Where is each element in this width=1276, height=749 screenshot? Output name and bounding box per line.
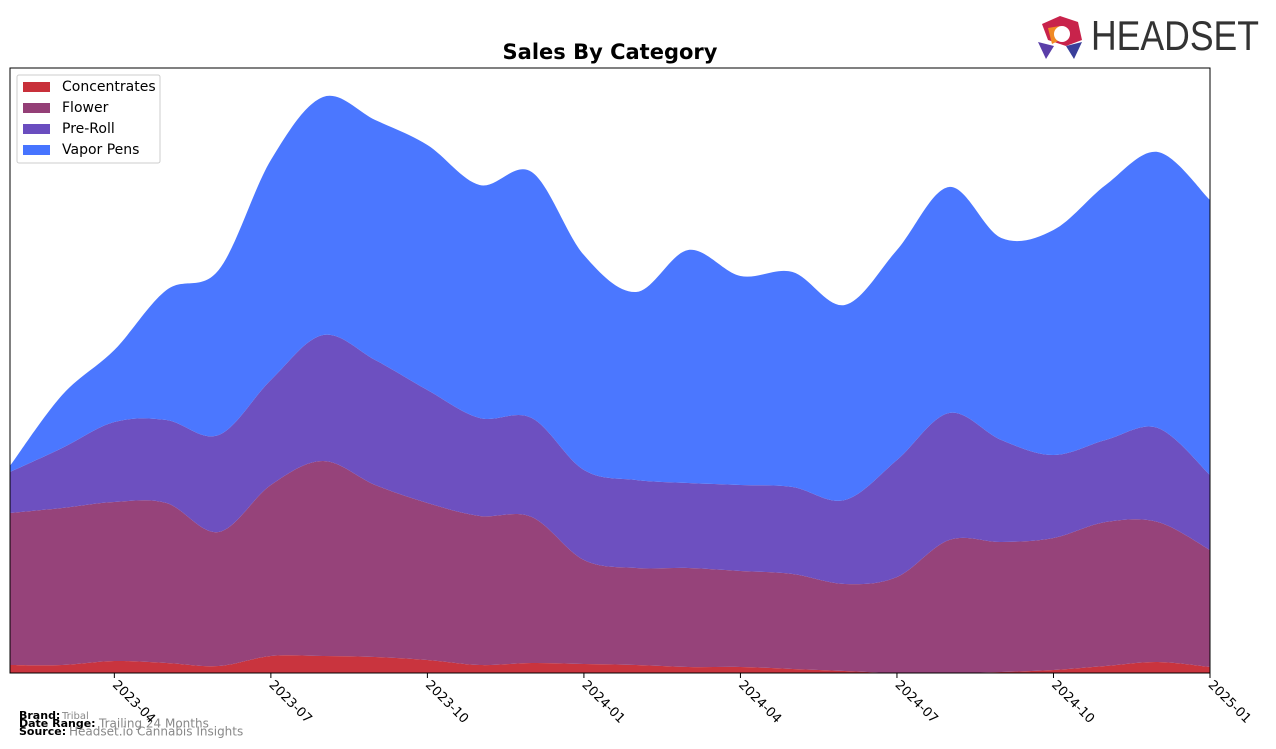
legend: Concentrates Flower Pre-Roll Vapor Pens [16, 74, 161, 164]
footer-value: Tribal [61, 711, 89, 722]
x-tick-label: 2024-07 [892, 678, 941, 727]
x-tick-label: 2024-01 [579, 678, 628, 727]
area [10, 461, 1210, 674]
x-tick-label: 2023-10 [422, 678, 471, 727]
footer-value: Trailing 24 Months [98, 717, 209, 731]
footer-value: Headset.io Cannabis Insights [69, 725, 243, 739]
legend-swatch [23, 124, 50, 134]
plot-area [10, 95, 1210, 674]
area [10, 334, 1210, 585]
legend-label: Concentrates [62, 79, 156, 95]
logo-text: HEADSET [1091, 12, 1259, 59]
legend-label: Pre-Roll [62, 121, 115, 137]
legend-label: Flower [62, 100, 109, 116]
logo: HEADSET [1038, 12, 1259, 59]
x-tick-label: 2024-04 [735, 678, 784, 727]
area [10, 655, 1210, 674]
legend-box [16, 74, 161, 164]
legend-swatch [23, 145, 50, 155]
plot-frame [9, 67, 1211, 674]
logo-icon-part [1066, 42, 1082, 59]
area [10, 95, 1210, 501]
legend-label: Vapor Pens [62, 142, 139, 158]
footer: Brand: Tribal Date Range: Trailing 24 Mo… [19, 709, 243, 739]
legend-swatch [23, 82, 50, 92]
logo-icon-part [1038, 42, 1054, 59]
x-tick-label: 2023-07 [266, 678, 315, 727]
footer-label: Date Range: [19, 717, 96, 730]
footer-label: Brand: [19, 709, 60, 722]
footer-label: Source: [19, 725, 66, 738]
x-tick-label: 2024-10 [1048, 678, 1097, 727]
logo-icon-hole [1054, 26, 1070, 42]
x-tick-label: 2025-01 [1205, 678, 1254, 727]
chart-title: Sales By Category [503, 40, 718, 64]
legend-swatch [23, 103, 50, 113]
